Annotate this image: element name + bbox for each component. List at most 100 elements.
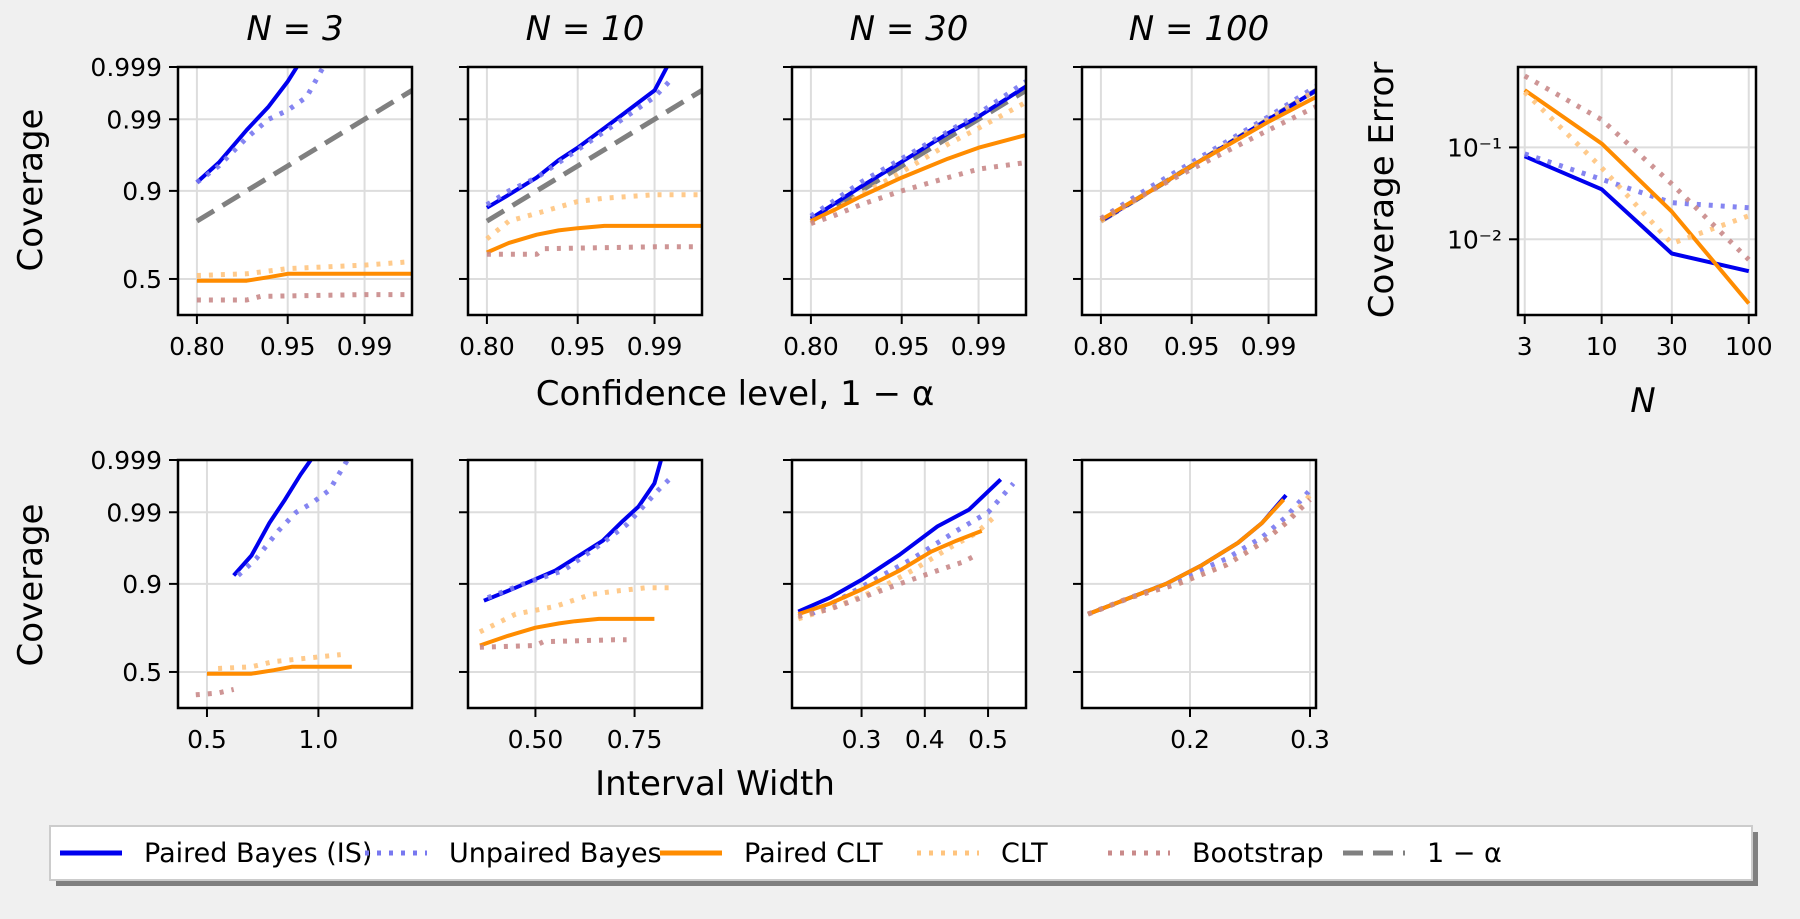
- series-group: [1099, 84, 1316, 224]
- series-line-paired_clt: [479, 616, 655, 648]
- legend: Paired Bayes (IS) Unpaired Bayes Paired CL…: [49, 825, 1758, 886]
- legend-label: 1 − α: [1427, 838, 1502, 869]
- series-line-paired_bayes: [485, 67, 670, 210]
- y-tick-label: 0.99: [106, 105, 162, 134]
- series-line-unpaired_bayes: [1523, 151, 1749, 211]
- plot-frame: [1516, 65, 1758, 317]
- x-tick-label: 0.5: [187, 725, 227, 754]
- series-line-one_minus_alpha: [485, 88, 702, 224]
- panel-cov_N3: 0.80 0.95 0.99 0.5 0.9 0.99 0.999 N = 3: [90, 9, 414, 361]
- panel-cov_N100: 0.80 0.95 0.99 N = 100: [1073, 9, 1318, 361]
- row2-ylabel: Coverage: [11, 504, 51, 667]
- x-tick-label: 0.5: [968, 725, 1008, 754]
- x-tick-label: 0.80: [1073, 332, 1129, 361]
- series-group: [485, 67, 702, 257]
- x-tick-label: 3: [1517, 332, 1533, 361]
- series-line-unpaired_bayes: [809, 79, 1026, 219]
- series-line-clt: [196, 259, 412, 278]
- error-ylabel: Coverage Error: [1362, 62, 1402, 319]
- legend-item-clt: CLT: [917, 838, 1048, 869]
- series-line-paired_bayes: [1523, 154, 1750, 274]
- y-tick-label: 0.9: [122, 570, 162, 599]
- series-group: [478, 460, 676, 650]
- series-line-clt: [478, 585, 675, 635]
- x-tick-label: 10: [1586, 332, 1618, 361]
- legend-label: Paired CLT: [744, 838, 883, 869]
- row2-xlabel: Interval Width: [595, 764, 835, 804]
- panel-title: N = 10: [526, 9, 645, 49]
- series-group: [195, 67, 412, 303]
- series-line-paired_bayes: [809, 84, 1026, 221]
- series-line-paired_clt: [486, 223, 702, 255]
- legend-item-unpaired_bayes: Unpaired Bayes: [365, 838, 662, 869]
- panel-width_N10: 0.50 0.75: [459, 458, 704, 754]
- series-line-paired_clt: [810, 133, 1026, 223]
- legend-item-bootstrap: Bootstrap: [1108, 838, 1324, 869]
- series-line-unpaired_bayes: [236, 460, 350, 578]
- x-tick-label: 0.95: [550, 332, 606, 361]
- x-tick-label: 100: [1725, 332, 1773, 361]
- series-line-paired_bayes: [232, 460, 314, 577]
- series-line-unpaired_bayes: [195, 67, 326, 185]
- y-tick-label: 0.5: [122, 658, 162, 687]
- x-tick-label: 0.80: [169, 332, 225, 361]
- series-line-bootstrap: [1099, 104, 1316, 221]
- plot-area: [1518, 67, 1756, 315]
- series-line-paired_bayes: [797, 477, 1003, 614]
- panel-cov_N10: 0.80 0.95 0.99 N = 10: [459, 9, 704, 361]
- legend-label: CLT: [1001, 838, 1048, 869]
- panel-title: N = 30: [850, 9, 969, 49]
- legend-item-paired_bayes: Paired Bayes (IS): [60, 838, 372, 869]
- series-line-unpaired_bayes: [809, 481, 1016, 617]
- x-tick-label: 0.50: [508, 725, 564, 754]
- y-tick-label: 0.5: [122, 265, 162, 294]
- series-line-unpaired_bayes: [485, 79, 672, 207]
- legend-label: Bootstrap: [1192, 838, 1324, 869]
- series-group: [1522, 73, 1751, 305]
- series-line-clt: [485, 192, 702, 241]
- legend-box: [49, 825, 1753, 881]
- x-tick-label: 0.3: [842, 725, 882, 754]
- panel-cov_N30: 0.80 0.95 0.99 N = 30: [783, 9, 1028, 361]
- series-line-paired_clt: [1523, 88, 1751, 305]
- series-line-bootstrap: [1087, 497, 1312, 617]
- series-line-bootstrap: [196, 292, 412, 303]
- x-tick-label: 0.95: [874, 332, 930, 361]
- panel-title: N = 3: [246, 9, 343, 49]
- y-tick-label: 0.999: [90, 53, 162, 82]
- x-tick-label: 0.99: [337, 332, 393, 361]
- series-group: [797, 477, 1016, 622]
- y-tick-label: 0.999: [90, 446, 162, 475]
- x-tick-label: 0.99: [951, 332, 1007, 361]
- series-line-paired_clt: [797, 529, 983, 616]
- x-tick-label: 0.80: [459, 332, 515, 361]
- series-line-one_minus_alpha: [809, 88, 1026, 224]
- panel-cov_error: 3 10 30 100 10⁻² 10⁻¹: [1447, 65, 1773, 361]
- legend-item-paired_clt: Paired CLT: [660, 838, 883, 869]
- x-tick-label: 0.95: [1164, 332, 1220, 361]
- x-tick-label: 0.3: [1290, 725, 1330, 754]
- series-line-bootstrap: [479, 637, 627, 650]
- series-group: [1087, 488, 1312, 617]
- x-tick-label: 30: [1656, 332, 1688, 361]
- panel-width_N3: 0.5 1.0 0.5 0.9 0.99 0.999: [90, 446, 414, 754]
- series-line-clt: [1522, 90, 1750, 246]
- legend-item-one_minus_alpha: 1 − α: [1343, 838, 1502, 869]
- series-line-paired_clt: [1087, 498, 1286, 616]
- x-tick-label: 0.99: [627, 332, 683, 361]
- error-xlabel: N: [1630, 381, 1655, 421]
- panel-width_N100: 0.2 0.3: [1073, 458, 1330, 754]
- row1-xlabel: Confidence level, 1 − α: [536, 374, 935, 414]
- series-line-paired_bayes: [483, 460, 664, 603]
- row1-ylabel: Coverage: [11, 109, 51, 272]
- x-tick-label: 0.4: [905, 725, 945, 754]
- x-tick-label: 0.80: [783, 332, 839, 361]
- series-line-bootstrap: [810, 160, 1026, 226]
- x-tick-label: 0.2: [1170, 725, 1210, 754]
- y-tick-label: 0.99: [106, 498, 162, 527]
- y-tick-label: 0.9: [122, 177, 162, 206]
- series-line-one_minus_alpha: [195, 88, 412, 224]
- series-line-paired_clt: [196, 271, 412, 283]
